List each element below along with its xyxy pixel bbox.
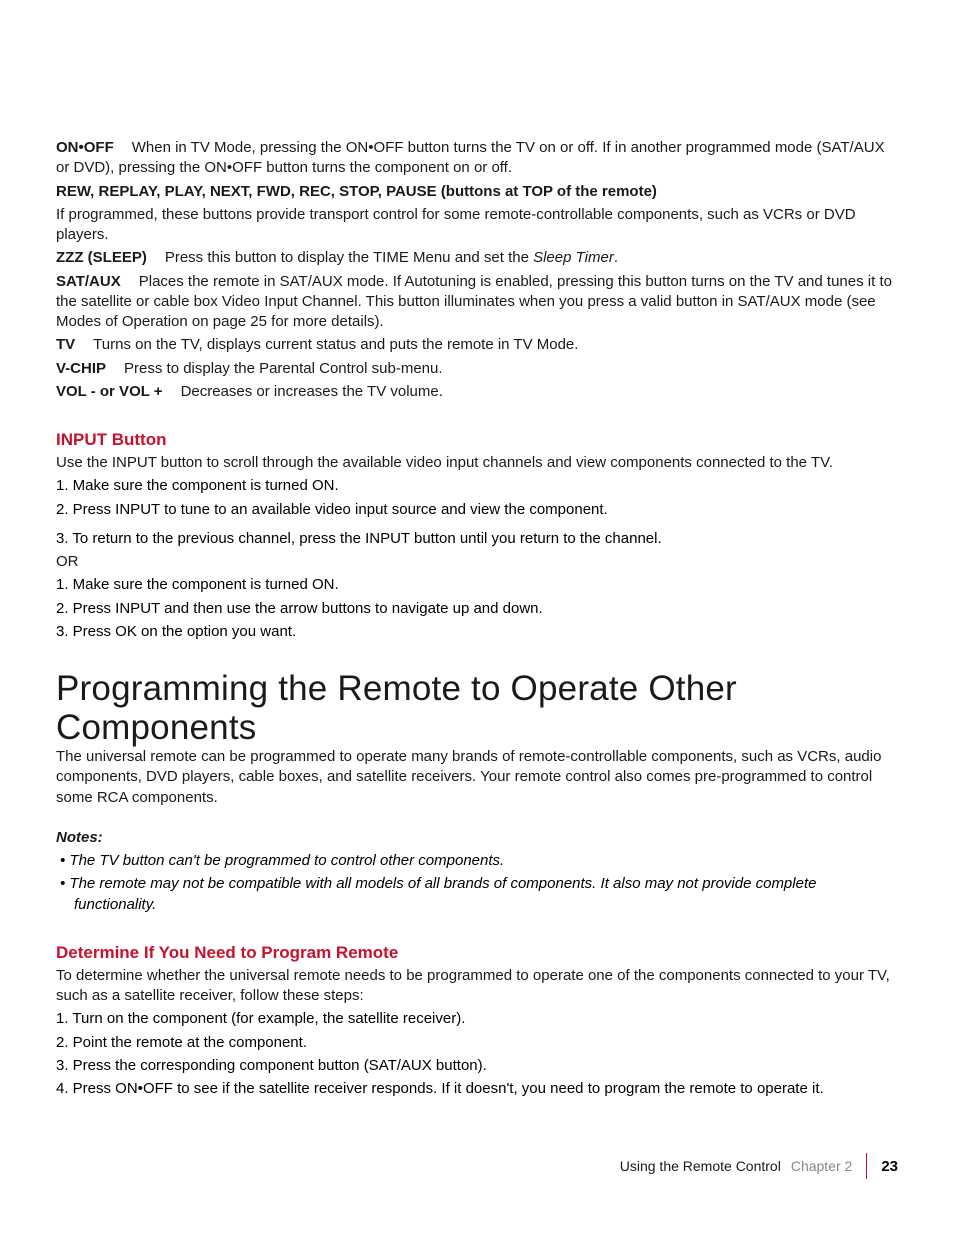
list-item: 4. Press ON•OFF to see if the satellite … bbox=[56, 1079, 898, 1099]
button-sataux: SAT/AUXPlaces the remote in SAT/AUX mode… bbox=[56, 272, 898, 333]
term-label: ZZZ (SLEEP) bbox=[56, 249, 147, 266]
heading-programming: Programming the Remote to Operate Other … bbox=[56, 670, 898, 747]
term-label: SAT/AUX bbox=[56, 273, 121, 290]
term-label: V-CHIP bbox=[56, 360, 106, 377]
term-label: TV bbox=[56, 336, 75, 353]
button-vol: VOL - or VOL + Decreases or increases the… bbox=[56, 382, 898, 402]
programming-intro: The universal remote can be programmed t… bbox=[56, 747, 898, 808]
heading-input-button: INPUT Button bbox=[56, 430, 898, 450]
page-footer: Using the Remote Control Chapter 2 23 bbox=[620, 1153, 898, 1179]
list-item: • The remote may not be compatible with … bbox=[56, 874, 898, 915]
footer-chapter: Chapter 2 bbox=[791, 1158, 852, 1174]
term-label: VOL - or VOL + bbox=[56, 383, 163, 400]
list-item: 1. Make sure the component is turned ON. bbox=[56, 476, 898, 496]
input-or: OR bbox=[56, 552, 898, 572]
term-desc: Press to display the Parental Control su… bbox=[124, 360, 443, 377]
footer-page-number: 23 bbox=[881, 1158, 898, 1175]
notes-list: • The TV button can't be programmed to c… bbox=[56, 851, 898, 915]
list-item: 1. Turn on the component (for example, t… bbox=[56, 1009, 898, 1029]
heading-determine: Determine If You Need to Program Remote bbox=[56, 943, 898, 963]
term-transport-label: REW, REPLAY, PLAY, NEXT, FWD, REC, STOP,… bbox=[56, 182, 898, 202]
term-desc: Decreases or increases the TV volume. bbox=[181, 383, 443, 400]
button-onoff: ON•OFFWhen in TV Mode, pressing the ON•O… bbox=[56, 138, 898, 179]
term-label: ON•OFF bbox=[56, 139, 114, 156]
term-desc-pre: Press this button to display the TIME Me… bbox=[165, 249, 533, 266]
determine-intro: To determine whether the universal remot… bbox=[56, 966, 898, 1007]
button-zzz: ZZZ (SLEEP) Press this button to display … bbox=[56, 248, 898, 268]
list-item: 3. Press the corresponding component but… bbox=[56, 1056, 898, 1076]
button-tv: TV Turns on the TV, displays current stat… bbox=[56, 335, 898, 355]
input-steps-a: 1. Make sure the component is turned ON.… bbox=[56, 476, 898, 549]
term-desc: When in TV Mode, pressing the ON•OFF but… bbox=[56, 139, 885, 176]
term-desc: Turns on the TV, displays current status… bbox=[93, 336, 578, 353]
term-desc-post: . bbox=[614, 249, 618, 266]
list-item: 3. Press OK on the option you want. bbox=[56, 622, 898, 642]
list-item: 3. To return to the previous channel, pr… bbox=[56, 529, 898, 549]
input-intro: Use the INPUT button to scroll through t… bbox=[56, 453, 898, 473]
term-desc: Places the remote in SAT/AUX mode. If Au… bbox=[56, 273, 892, 331]
term-desc-italic: Sleep Timer bbox=[533, 249, 614, 266]
list-item: 1. Make sure the component is turned ON. bbox=[56, 575, 898, 595]
list-item: 2. Press INPUT and then use the arrow bu… bbox=[56, 599, 898, 619]
input-steps-b: 1. Make sure the component is turned ON.… bbox=[56, 575, 898, 642]
footer-section: Using the Remote Control bbox=[620, 1158, 781, 1174]
term-transport-desc: If programmed, these buttons provide tra… bbox=[56, 205, 898, 246]
determine-steps: 1. Turn on the component (for example, t… bbox=[56, 1009, 898, 1099]
list-item: 2. Press INPUT to tune to an available v… bbox=[56, 500, 898, 520]
document-page: ON•OFFWhen in TV Mode, pressing the ON•O… bbox=[0, 0, 954, 1099]
list-item: 2. Point the remote at the component. bbox=[56, 1033, 898, 1053]
list-item: • The TV button can't be programmed to c… bbox=[56, 851, 898, 871]
button-vchip: V-CHIP Press to display the Parental Cont… bbox=[56, 359, 898, 379]
notes-label: Notes: bbox=[56, 828, 898, 848]
footer-divider bbox=[866, 1153, 867, 1179]
